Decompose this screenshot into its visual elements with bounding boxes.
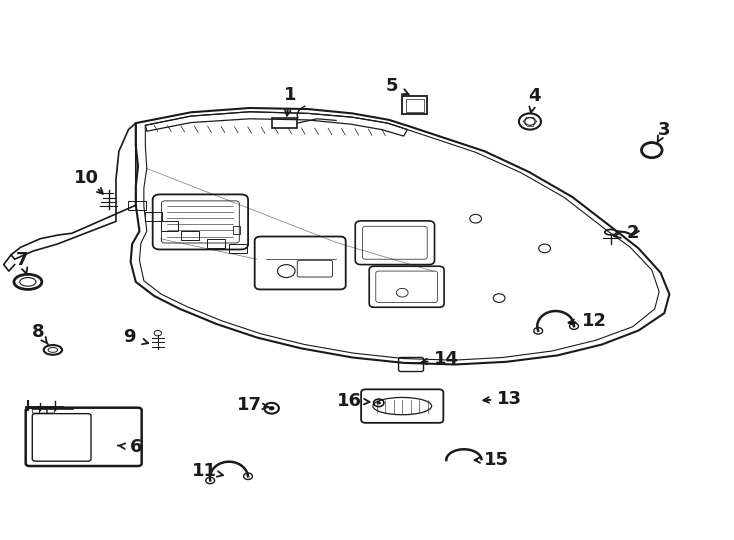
Text: 3: 3 — [658, 120, 671, 139]
Text: 8: 8 — [32, 323, 45, 341]
Text: 12: 12 — [582, 312, 607, 330]
Text: 4: 4 — [528, 87, 541, 105]
Text: 5: 5 — [385, 77, 399, 96]
Text: 10: 10 — [74, 169, 99, 187]
Text: 15: 15 — [484, 451, 509, 469]
Text: 14: 14 — [434, 350, 459, 368]
Text: 7: 7 — [15, 251, 29, 269]
Text: 16: 16 — [337, 392, 362, 410]
Circle shape — [377, 401, 381, 404]
Text: 2: 2 — [626, 224, 639, 242]
Circle shape — [269, 406, 275, 410]
Text: 6: 6 — [130, 438, 143, 456]
Text: 13: 13 — [497, 389, 522, 408]
Text: 9: 9 — [123, 328, 136, 347]
Text: 17: 17 — [237, 396, 262, 414]
Text: 1: 1 — [283, 85, 297, 104]
Text: 11: 11 — [192, 462, 217, 480]
